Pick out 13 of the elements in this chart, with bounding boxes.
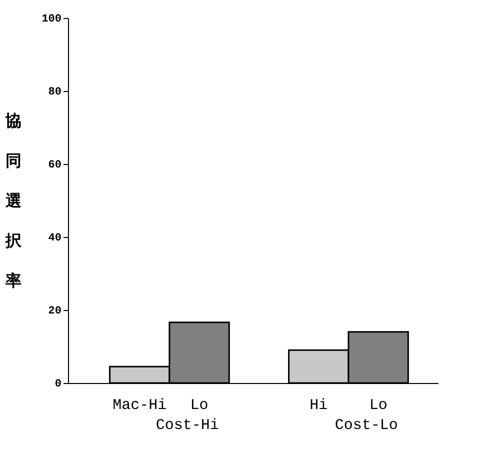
y-tick-label: 20	[48, 306, 62, 318]
x-tick-label: Lo	[190, 397, 208, 414]
y-tick-label: 40	[48, 232, 62, 244]
text: 協同選択率	[6, 111, 22, 290]
y-tick-label: 0	[54, 378, 62, 390]
text: Cost-Hi	[156, 417, 219, 434]
y-tick-label: 100	[42, 14, 62, 26]
y-tick-label: 80	[48, 86, 62, 98]
text: Cost-Lo	[334, 417, 398, 434]
x-tick-label: Lo	[369, 397, 388, 414]
x-tick-label: Mac-Hi	[112, 397, 167, 414]
x-tick-label: Hi	[310, 397, 328, 414]
y-tick-label: 60	[48, 160, 62, 172]
